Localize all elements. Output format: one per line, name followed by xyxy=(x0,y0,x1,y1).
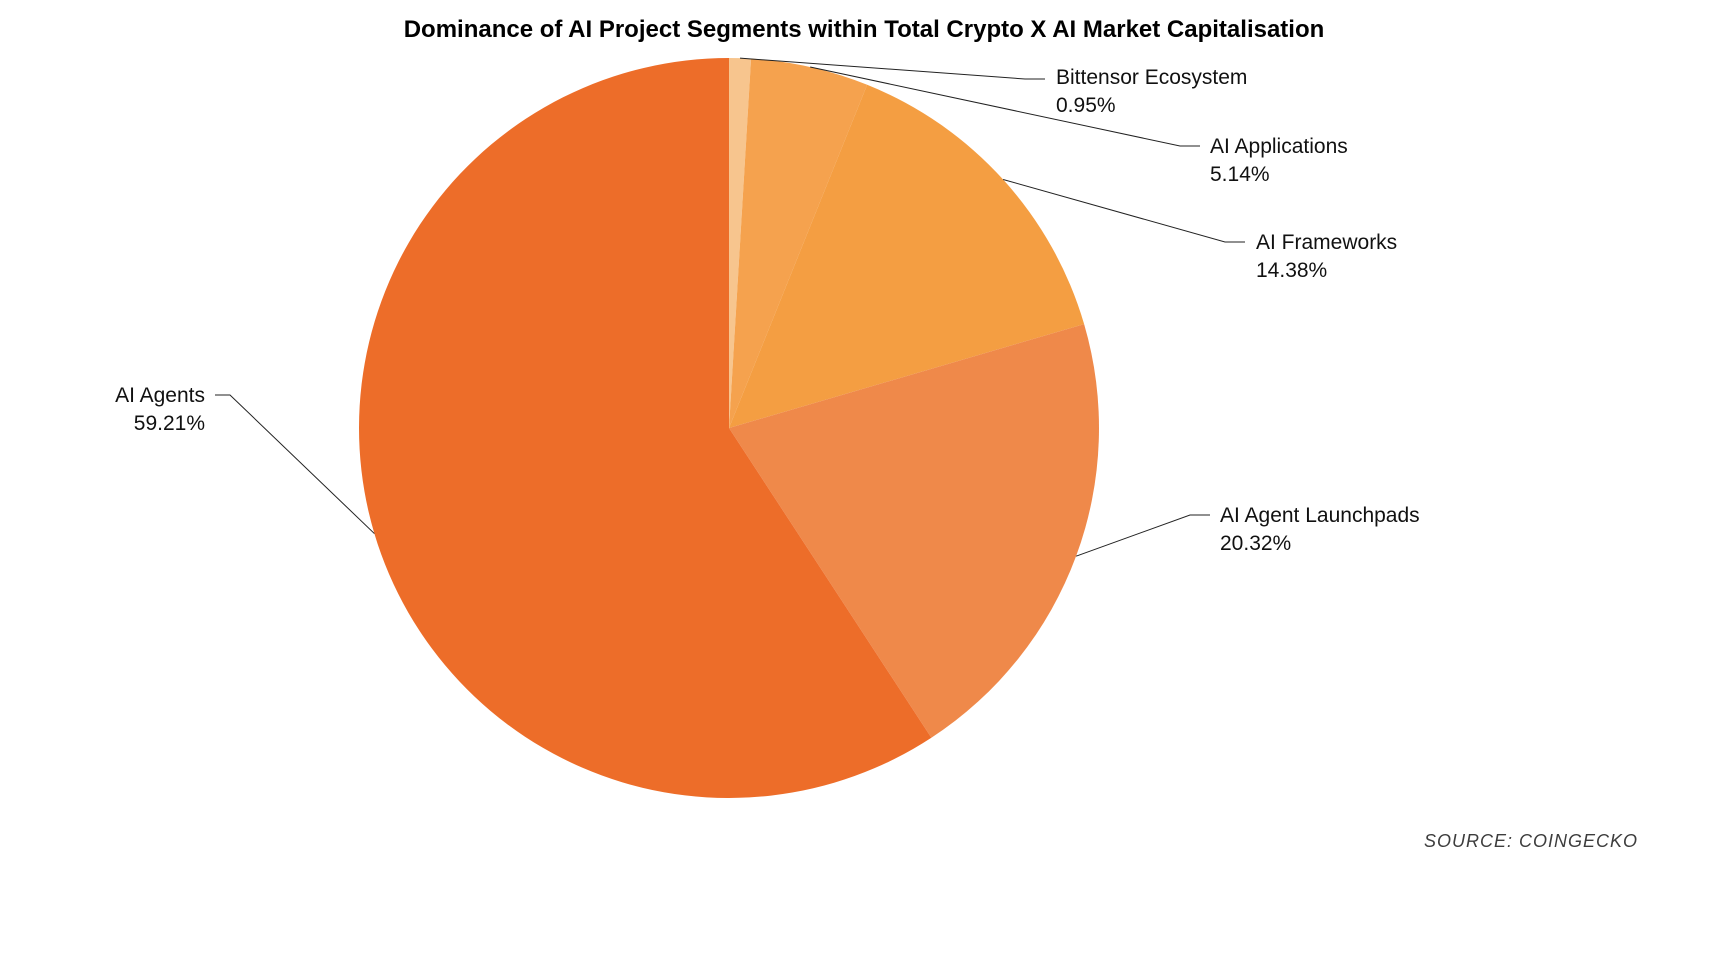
slice-label-percent: 59.21% xyxy=(115,410,205,438)
slice-label-name: AI Frameworks xyxy=(1256,229,1397,257)
slice-label-name: Bittensor Ecosystem xyxy=(1056,64,1247,92)
slice-label-name: AI Agents xyxy=(115,382,205,410)
chart-source: SOURCE: COINGECKO xyxy=(1424,831,1638,852)
slice-label-name: AI Agent Launchpads xyxy=(1220,502,1420,530)
slice-label: Bittensor Ecosystem0.95% xyxy=(1056,64,1247,121)
slice-label-percent: 5.14% xyxy=(1210,161,1348,189)
slice-label-percent: 14.38% xyxy=(1256,257,1397,285)
slice-label-name: AI Applications xyxy=(1210,133,1348,161)
leader-line xyxy=(215,395,374,534)
slice-label: AI Agent Launchpads20.32% xyxy=(1220,502,1420,559)
slice-label: AI Applications5.14% xyxy=(1210,133,1348,190)
pie-chart-svg xyxy=(0,0,1728,972)
leader-line xyxy=(1076,515,1210,556)
slice-label-percent: 0.95% xyxy=(1056,92,1247,120)
slice-label: AI Agents59.21% xyxy=(115,382,205,439)
slice-label-percent: 20.32% xyxy=(1220,530,1420,558)
slice-label: AI Frameworks14.38% xyxy=(1256,229,1397,286)
